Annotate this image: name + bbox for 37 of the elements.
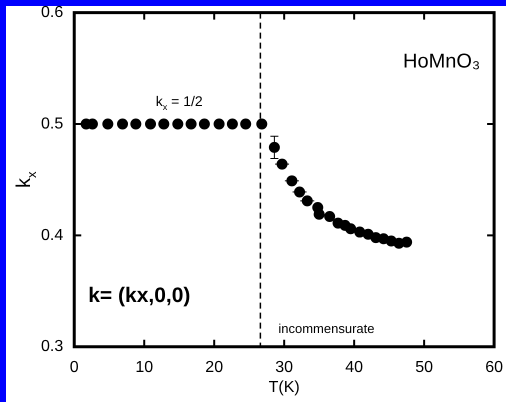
y-axis-title: kx [13,170,39,188]
point [172,118,184,130]
x-tick-label: 30 [275,358,294,376]
point [302,195,313,206]
point [198,118,210,130]
x-tick-label: 0 [70,358,79,376]
annotation: incommensurate [278,320,374,336]
point [276,158,288,170]
annotation: k= (kx,0,0) [88,284,190,307]
y-tick-label: 0.4 [40,226,64,244]
point [324,210,336,222]
point [145,118,156,130]
x-tick-label: 20 [205,358,224,376]
point [214,118,225,130]
point [256,118,268,130]
point [345,223,356,234]
point [226,118,238,130]
point [186,118,197,130]
point [117,118,128,130]
point [102,118,114,130]
point [240,118,252,130]
point [158,118,170,130]
point [286,175,298,186]
point [294,186,306,198]
x-tick-label: 60 [485,358,504,376]
point [401,236,412,248]
y-tick-label: 0.6 [40,4,64,22]
point [314,208,325,220]
point [130,118,142,130]
annotation: HoMnO₃ [403,50,480,73]
y-tick-label: 0.3 [40,338,64,356]
x-tick-label: 40 [345,358,364,376]
point [268,142,280,153]
x-axis-title: T(K) [268,379,300,396]
y-tick-label: 0.5 [40,115,64,132]
x-tick-label: 50 [415,358,434,376]
x-tick-label: 10 [135,358,154,376]
